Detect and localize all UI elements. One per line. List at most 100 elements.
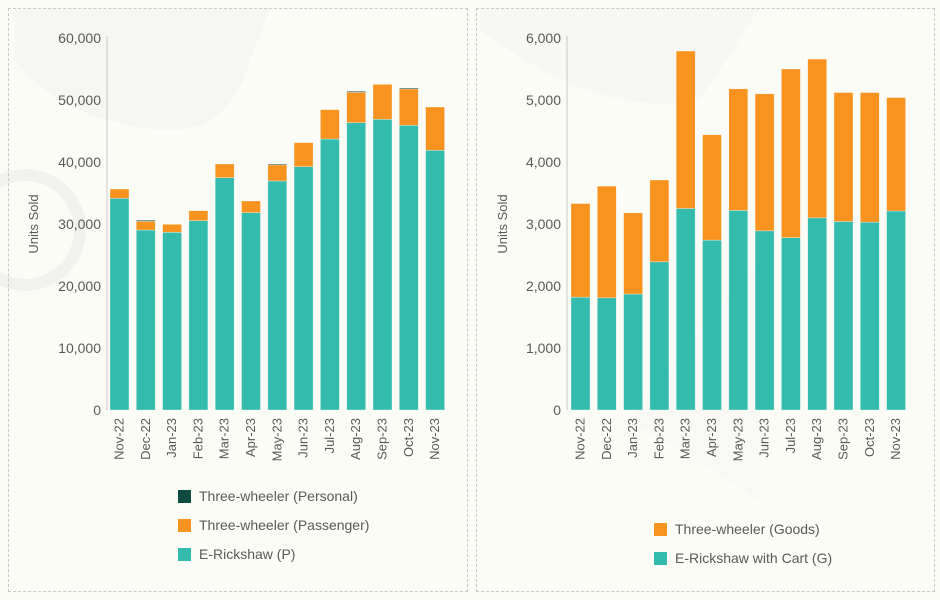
legend-label: Three-wheeler (Goods) bbox=[675, 521, 820, 537]
bar-three-wheeler-passenger-nov-23 bbox=[425, 106, 445, 151]
bar-three-wheeler-passenger-sep-23 bbox=[372, 84, 393, 120]
x-tick-label: Aug-23 bbox=[809, 418, 824, 460]
x-tick-label: Dec-22 bbox=[138, 418, 153, 460]
bar-three-wheeler-goods-jan-23 bbox=[623, 212, 643, 295]
x-tick-label: Jan-23 bbox=[625, 418, 640, 458]
bar-three-wheeler-goods-nov-23 bbox=[886, 97, 906, 212]
bar-three-wheeler-goods-oct-23 bbox=[859, 92, 880, 223]
legend-label: E-Rickshaw with Cart (G) bbox=[675, 550, 833, 566]
y-tick-label: 60,000 bbox=[58, 30, 101, 46]
legend-item-three-wheeler-passenger: Three-wheeler (Passenger) bbox=[178, 515, 369, 535]
bar-three-wheeler-goods-jun-23 bbox=[754, 93, 775, 232]
y-tick-label: 2,000 bbox=[526, 278, 561, 294]
legend-item-three-wheeler-goods: Three-wheeler (Goods) bbox=[654, 519, 832, 539]
bar-e-rickshaw-with-cart-g-mar-23 bbox=[675, 208, 696, 411]
bar-e-rickshaw-with-cart-g-feb-23 bbox=[649, 261, 670, 411]
x-tick-label: Oct-23 bbox=[401, 418, 416, 457]
bar-three-wheeler-passenger-feb-23 bbox=[188, 210, 209, 221]
bar-e-rickshaw-with-cart-g-nov-23 bbox=[886, 210, 906, 411]
x-tick-label: Apr-23 bbox=[243, 418, 258, 457]
bar-three-wheeler-passenger-jul-23 bbox=[320, 109, 340, 140]
legend-item-e-rickshaw-with-cart-g: E-Rickshaw with Cart (G) bbox=[654, 548, 832, 568]
y-tick-label: 40,000 bbox=[58, 154, 101, 170]
y-tick-label: 6,000 bbox=[526, 30, 561, 46]
bar-three-wheeler-goods-jul-23 bbox=[781, 68, 801, 238]
x-tick-label: Nov-23 bbox=[427, 418, 442, 460]
bar-three-wheeler-goods-aug-23 bbox=[807, 58, 828, 219]
bar-three-wheeler-passenger-nov-22 bbox=[109, 188, 130, 199]
y-tick-label: 5,000 bbox=[526, 92, 561, 108]
legend-swatch bbox=[178, 489, 191, 503]
bar-three-wheeler-passenger-jun-23 bbox=[293, 142, 314, 167]
y-tick-label: 0 bbox=[93, 402, 101, 418]
y-tick-label: 1,000 bbox=[526, 340, 561, 356]
bar-e-rickshaw-with-cart-g-may-23 bbox=[728, 210, 749, 411]
x-tick-label: Mar-23 bbox=[217, 418, 232, 459]
bar-three-wheeler-personal-oct-23 bbox=[398, 87, 419, 90]
bar-e-rickshaw-with-cart-g-jul-23 bbox=[781, 237, 801, 411]
bar-three-wheeler-personal-dec-22 bbox=[136, 219, 156, 222]
legend-item-e-rickshaw-p: E-Rickshaw (P) bbox=[178, 544, 369, 564]
legend-swatch bbox=[178, 518, 191, 532]
bar-three-wheeler-goods-sep-23 bbox=[833, 92, 854, 222]
x-tick-label: Feb-23 bbox=[651, 418, 666, 459]
bar-e-rickshaw-with-cart-g-jan-23 bbox=[623, 293, 643, 411]
bar-e-rickshaw-with-cart-g-sep-23 bbox=[833, 221, 854, 411]
bar-three-wheeler-goods-feb-23 bbox=[649, 179, 670, 263]
bar-three-wheeler-personal-may-23 bbox=[267, 163, 288, 166]
x-tick-label: Mar-23 bbox=[678, 418, 693, 459]
legend-label: E-Rickshaw (P) bbox=[199, 546, 296, 562]
y-tick-label: 4,000 bbox=[526, 154, 561, 170]
bar-three-wheeler-goods-mar-23 bbox=[675, 50, 696, 209]
bar-three-wheeler-goods-apr-23 bbox=[702, 134, 722, 241]
chart-panel-personal-passenger bbox=[8, 8, 468, 592]
bar-e-rickshaw-with-cart-g-jun-23 bbox=[754, 230, 775, 411]
y-tick-label: 3,000 bbox=[526, 216, 561, 232]
x-tick-label: May-23 bbox=[730, 418, 745, 461]
bar-e-rickshaw-with-cart-g-apr-23 bbox=[702, 239, 722, 411]
bar-three-wheeler-goods-may-23 bbox=[728, 88, 749, 211]
y-tick-label: 0 bbox=[553, 402, 561, 418]
bar-three-wheeler-passenger-jan-23 bbox=[162, 224, 182, 233]
legend-item-three-wheeler-personal: Three-wheeler (Personal) bbox=[178, 486, 369, 506]
legend-swatch bbox=[654, 551, 667, 565]
x-tick-label: Jul-23 bbox=[322, 418, 337, 453]
x-tick-label: Nov-22 bbox=[112, 418, 127, 460]
x-tick-label: Sep-23 bbox=[836, 418, 851, 460]
legend-swatch bbox=[178, 547, 191, 561]
bar-e-rickshaw-with-cart-g-nov-22 bbox=[570, 296, 591, 411]
x-tick-label: Jan-23 bbox=[164, 418, 179, 458]
y-axis-title: Units Sold bbox=[26, 194, 41, 253]
x-tick-label: Nov-23 bbox=[888, 418, 903, 460]
x-tick-label: Apr-23 bbox=[704, 418, 719, 457]
x-tick-label: Feb-23 bbox=[190, 418, 205, 459]
bar-three-wheeler-goods-nov-22 bbox=[570, 203, 591, 298]
bar-three-wheeler-passenger-mar-23 bbox=[214, 163, 235, 178]
bar-three-wheeler-passenger-apr-23 bbox=[241, 200, 261, 213]
y-tick-label: 20,000 bbox=[58, 278, 101, 294]
legend-label: Three-wheeler (Personal) bbox=[199, 488, 358, 504]
x-tick-label: Nov-22 bbox=[573, 418, 588, 460]
x-tick-label: Oct-23 bbox=[862, 418, 877, 457]
bar-three-wheeler-goods-dec-22 bbox=[596, 185, 617, 299]
legend-right: Three-wheeler (Goods) E-Rickshaw with Car… bbox=[654, 519, 832, 577]
bar-e-rickshaw-with-cart-g-dec-22 bbox=[596, 297, 617, 411]
x-tick-label: Dec-22 bbox=[599, 418, 614, 460]
x-tick-label: Aug-23 bbox=[348, 418, 363, 460]
y-tick-label: 30,000 bbox=[58, 216, 101, 232]
y-tick-label: 10,000 bbox=[58, 340, 101, 356]
bar-e-rickshaw-with-cart-g-aug-23 bbox=[807, 217, 828, 411]
bar-e-rickshaw-with-cart-g-oct-23 bbox=[859, 221, 880, 411]
x-tick-label: Jul-23 bbox=[783, 418, 798, 453]
chart-panel-goods bbox=[476, 8, 935, 592]
x-tick-label: Sep-23 bbox=[375, 418, 390, 460]
x-tick-label: Jun-23 bbox=[296, 418, 311, 458]
x-tick-label: May-23 bbox=[269, 418, 284, 461]
y-axis-title: Units Sold bbox=[495, 194, 510, 253]
x-tick-label: Jun-23 bbox=[757, 418, 772, 458]
y-tick-label: 50,000 bbox=[58, 92, 101, 108]
legend-label: Three-wheeler (Passenger) bbox=[199, 517, 370, 533]
legend-swatch bbox=[654, 522, 667, 536]
